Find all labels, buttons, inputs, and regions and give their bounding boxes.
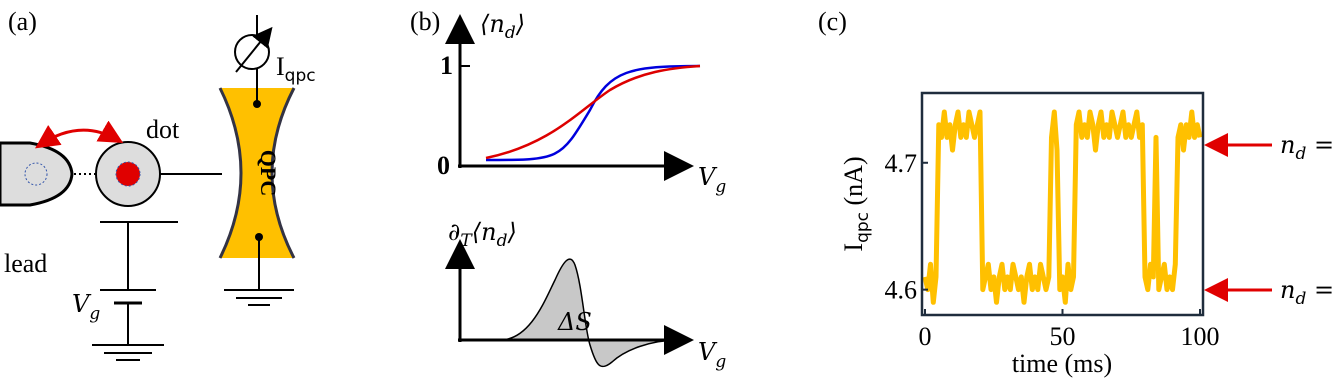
text: d [1295,289,1306,309]
text: I [839,243,868,252]
y-tick-label: 4.6 [885,276,918,305]
text: (nA) [839,156,868,212]
gate-label: Vg [72,290,100,324]
qpc-channel [220,88,294,258]
text: n [1280,131,1295,159]
annotation: nd = 1 [1280,276,1341,309]
annotation: nd = 0 [1280,131,1341,164]
text: = 0 [1306,131,1341,159]
axis-label: Vg [698,338,726,372]
text: n [481,218,496,246]
x-tick-label: 50 [1050,322,1076,351]
ammeter-arrow [235,26,273,73]
qpc-gates [218,87,296,259]
text: V [698,338,718,366]
lead-site [24,162,48,186]
curve [485,64,701,160]
tunnel-arrow [35,120,124,149]
lead-shape [0,141,74,207]
panel-b: (b) ⟨nd⟩ 1 0 Vg ∂T⟨nd⟩ ΔS Vg [410,7,726,372]
text: g [715,352,726,372]
panel-label: (b) [410,7,440,36]
axis-label: ⟨nd⟩ [480,10,525,43]
tick-label: 0 [437,151,450,180]
area-label: ΔS [557,308,592,336]
text: d [505,23,516,43]
text: ⟩ [515,10,525,38]
panel-label: (c) [818,7,847,36]
base: V [72,290,92,318]
x-tick-label: 0 [919,322,932,351]
panel-label: (a) [8,7,37,36]
text: ⟨ [480,10,490,38]
qpc-label: QPC [256,150,281,196]
y-axis-label: Iqpc (nA) [839,156,873,251]
dot-label: dot [146,115,180,144]
y-tick-label: 4.7 [885,149,918,178]
dot-charge [115,161,141,187]
x-tick-label: 100 [1181,322,1220,351]
tick-label: 1 [440,51,453,80]
text: n [489,10,504,38]
text: V [698,163,718,191]
current-label: Iqpc [276,52,316,86]
contact [253,100,261,108]
text: d [497,231,508,251]
axis-label: Vg [698,163,726,197]
sub: qpc [285,66,316,86]
base: I [276,52,285,81]
x-axis-label: time (ms) [1012,349,1112,378]
sub: g [89,304,100,324]
axis-label: ∂T⟨nd⟩ [448,218,517,251]
text: ⟨ [472,218,482,246]
text: qpc [853,212,873,243]
text: n [1280,276,1295,304]
panel-a: (a) dot lead Vg QPC Iqpc [0,7,316,361]
text: d [1295,144,1306,164]
text: = 1 [1306,276,1341,304]
text: ∂ [448,218,460,246]
curve [485,64,701,162]
text: ⟩ [507,218,517,246]
trace [922,109,1203,305]
lead-label: lead [4,249,47,278]
text: g [715,177,726,197]
